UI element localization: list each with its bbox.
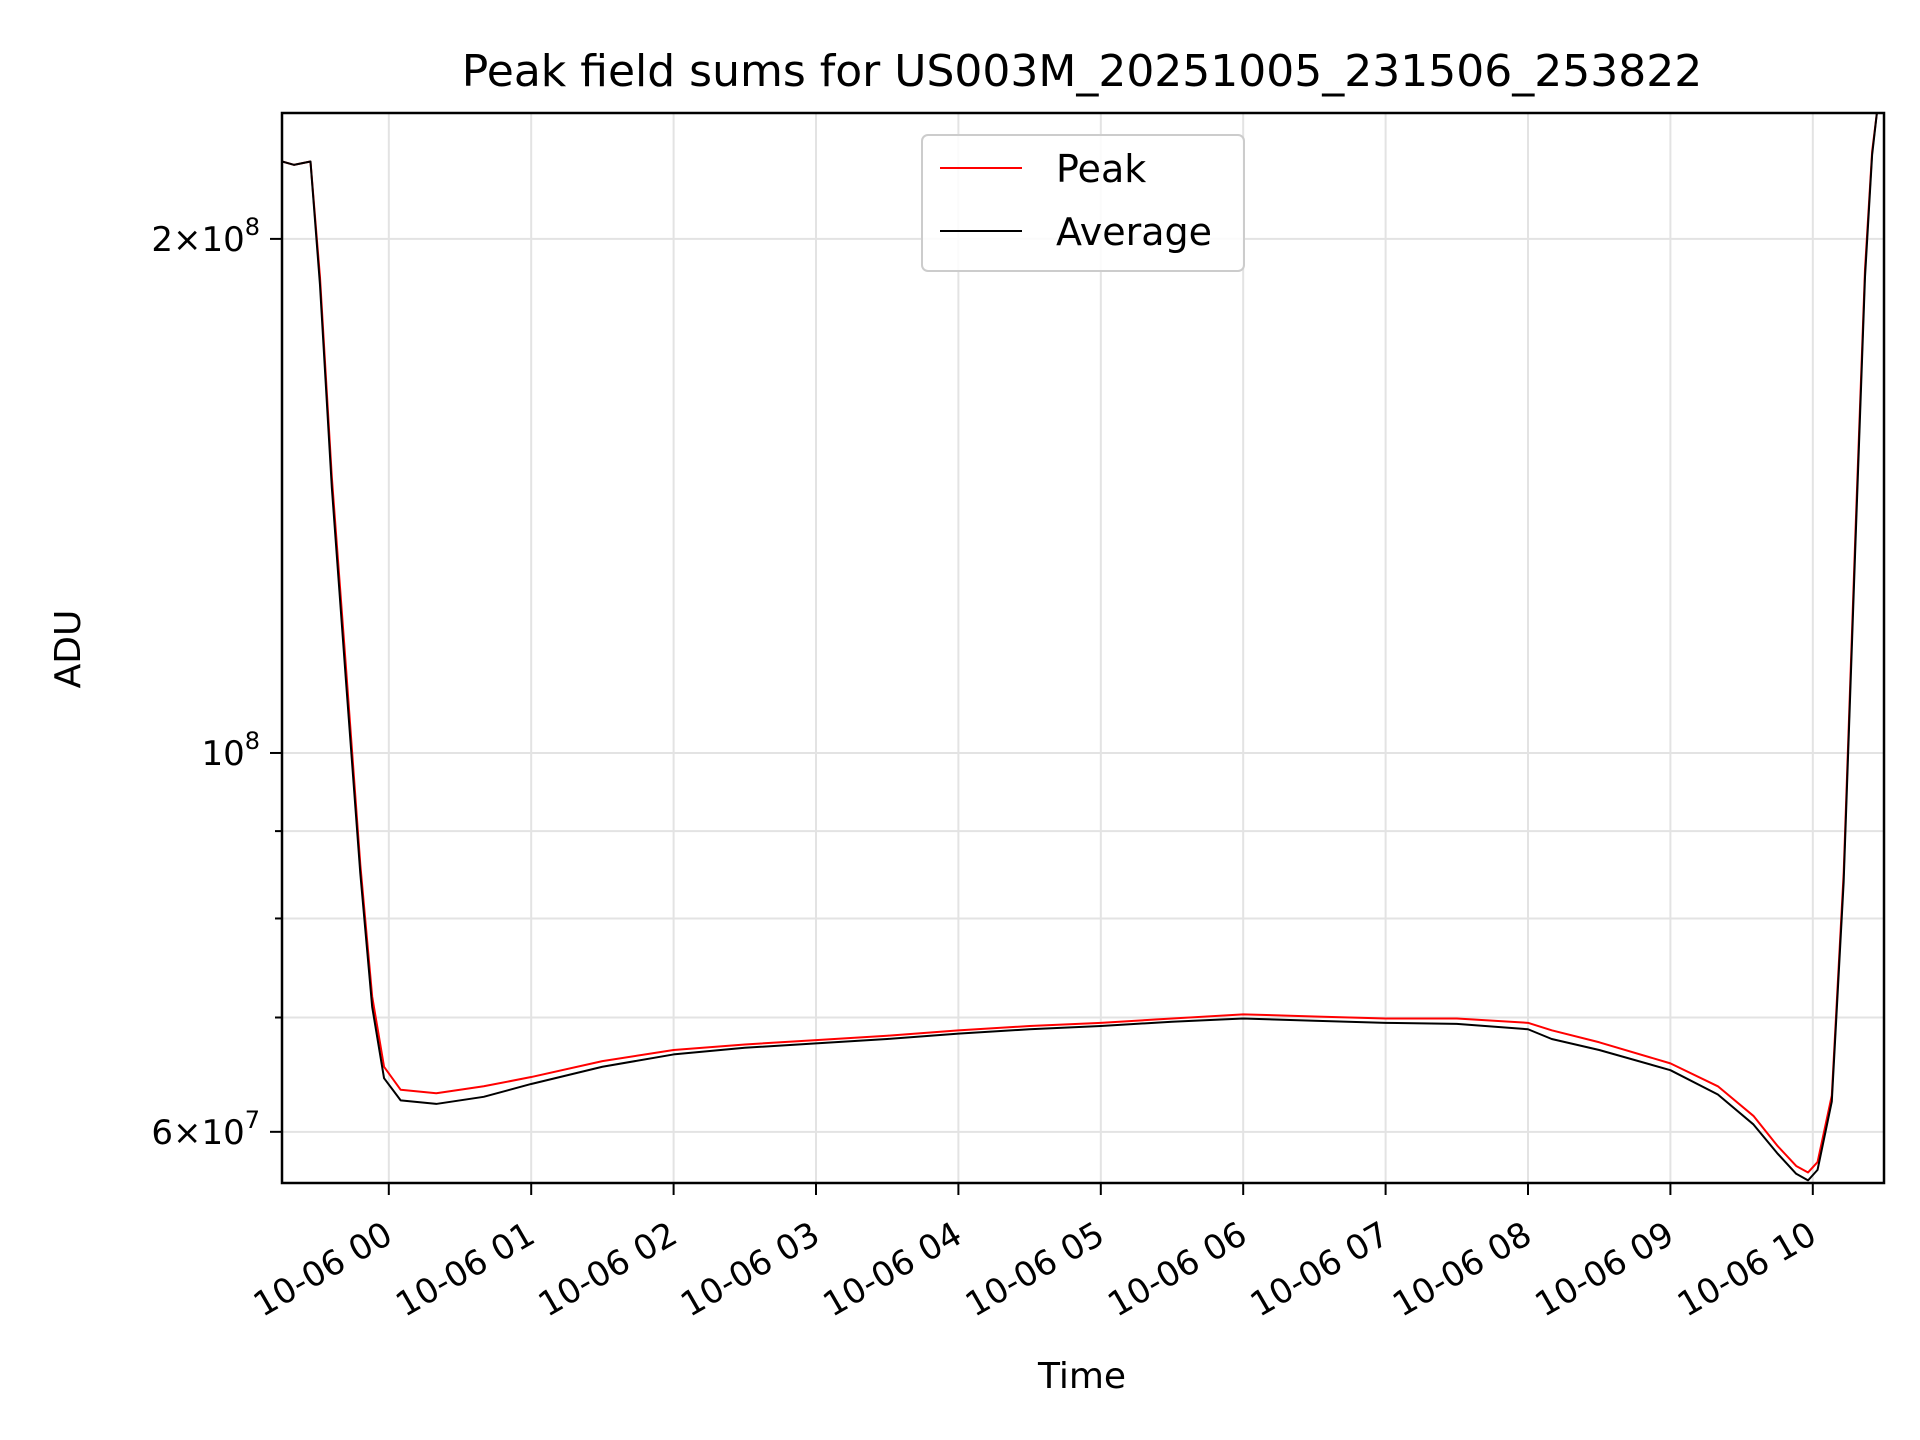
series-line-average (282, 113, 1884, 1182)
x-axis-label: Time (1037, 1356, 1126, 1397)
chart-title: Peak field sums for US003M_20251005_2315… (462, 46, 1702, 97)
y-tick-label: 2×108 (151, 213, 260, 260)
legend-label-peak: Peak (1056, 147, 1146, 191)
legend: Peak Average (921, 134, 1245, 272)
y-tick-label: 6×107 (151, 1106, 260, 1153)
series-layer (282, 113, 1884, 1182)
y-tick-label: 108 (201, 727, 260, 774)
plot-frame (280, 111, 1886, 1185)
y-axis-label: ADU (48, 610, 89, 689)
legend-label-average: Average (1056, 210, 1212, 254)
